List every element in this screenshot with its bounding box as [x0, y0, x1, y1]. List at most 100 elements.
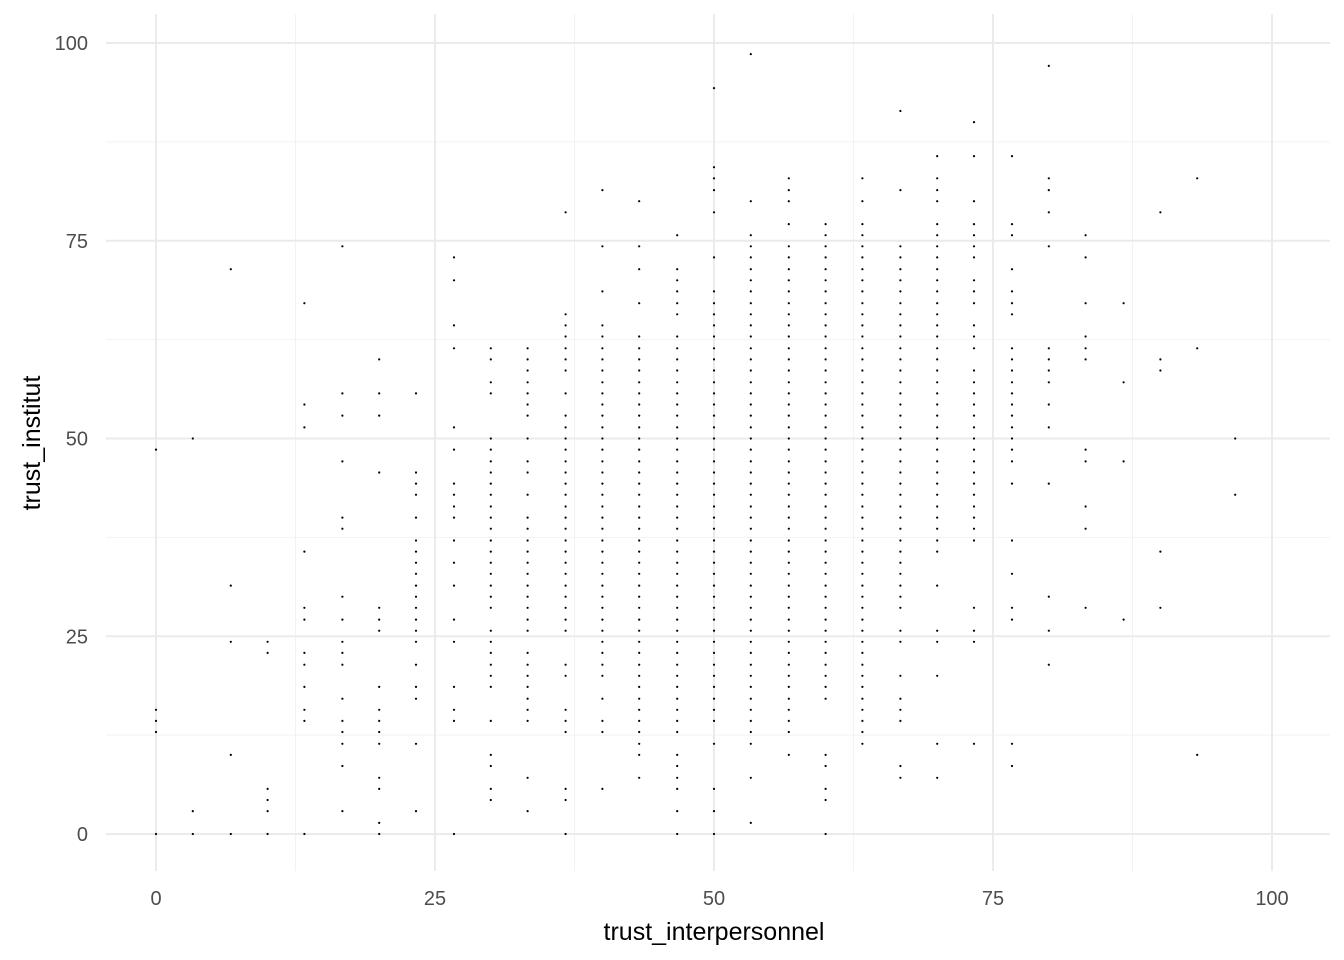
data-point	[936, 335, 939, 338]
data-point	[1010, 448, 1014, 451]
data-point	[861, 742, 864, 745]
data-point	[749, 505, 752, 508]
data-point	[564, 832, 567, 836]
data-point	[712, 471, 716, 474]
data-point	[712, 87, 716, 90]
data-point	[526, 606, 529, 609]
data-point	[899, 719, 902, 723]
data-point	[749, 234, 752, 237]
data-point	[378, 821, 381, 825]
data-point	[1196, 347, 1199, 350]
data-point	[526, 493, 529, 496]
data-point	[564, 719, 567, 723]
data-point	[564, 414, 567, 417]
data-point	[526, 674, 529, 677]
data-point	[712, 403, 716, 406]
data-point	[824, 651, 827, 655]
data-point	[749, 606, 752, 609]
data-point	[899, 572, 902, 575]
data-point	[452, 448, 456, 451]
data-point	[526, 629, 529, 632]
data-point	[191, 810, 194, 813]
data-point	[824, 595, 827, 598]
data-point	[564, 595, 567, 598]
data-point	[749, 268, 752, 271]
data-point	[749, 200, 752, 203]
data-point	[303, 651, 306, 655]
data-point	[526, 460, 529, 463]
data-point	[676, 448, 679, 451]
data-point	[341, 640, 344, 643]
data-point	[676, 685, 679, 689]
data-point	[564, 787, 567, 791]
data-point	[824, 414, 827, 417]
data-point	[787, 437, 790, 440]
data-point	[564, 663, 567, 666]
data-point	[414, 482, 418, 485]
data-point	[824, 663, 827, 666]
data-point	[749, 245, 752, 248]
data-point	[749, 629, 752, 632]
data-point	[972, 742, 976, 745]
data-point	[489, 719, 492, 723]
data-point	[489, 358, 492, 361]
data-point	[564, 629, 567, 632]
data-point	[526, 776, 529, 779]
data-point	[861, 708, 864, 711]
data-point	[899, 335, 902, 338]
data-point	[861, 256, 864, 259]
data-point	[303, 426, 306, 429]
data-point	[638, 403, 641, 406]
data-point	[1196, 177, 1199, 180]
data-point	[972, 606, 976, 609]
data-point	[1047, 663, 1050, 666]
data-point	[899, 629, 902, 632]
data-point	[712, 663, 716, 666]
data-point	[712, 211, 716, 214]
data-point	[526, 618, 529, 621]
data-point	[526, 527, 529, 530]
data-point	[638, 381, 641, 384]
data-point	[341, 697, 344, 700]
data-point	[899, 279, 902, 282]
data-point	[526, 369, 529, 372]
data-point	[749, 595, 752, 598]
data-point	[303, 550, 306, 553]
data-point	[824, 753, 827, 757]
data-point	[749, 381, 752, 384]
data-point	[861, 730, 864, 734]
data-point	[712, 640, 716, 643]
data-point	[526, 663, 529, 666]
data-point	[936, 448, 939, 451]
data-point	[489, 347, 492, 350]
data-point	[861, 584, 864, 587]
data-point	[154, 448, 158, 451]
data-point	[266, 651, 269, 655]
data-point	[824, 561, 827, 564]
data-point	[676, 335, 679, 338]
data-point	[564, 482, 567, 485]
data-point	[1084, 460, 1087, 463]
data-point	[749, 426, 752, 429]
x-tick-label: 25	[424, 888, 446, 910]
data-point	[341, 618, 344, 621]
data-point	[861, 697, 864, 700]
data-point	[861, 279, 864, 282]
data-point	[638, 448, 641, 451]
data-point	[489, 505, 492, 508]
data-point	[1159, 211, 1162, 214]
data-point	[414, 697, 418, 700]
data-point	[526, 584, 529, 587]
data-point	[489, 527, 492, 530]
data-point	[861, 618, 864, 621]
major-gridlines	[106, 14, 1330, 871]
data-point	[899, 313, 902, 316]
data-point	[787, 426, 790, 429]
data-point	[972, 403, 976, 406]
data-point	[749, 516, 752, 519]
data-point	[601, 697, 604, 700]
data-point	[676, 493, 679, 496]
data-point	[749, 403, 752, 406]
data-point	[936, 460, 939, 463]
data-point	[972, 302, 976, 305]
